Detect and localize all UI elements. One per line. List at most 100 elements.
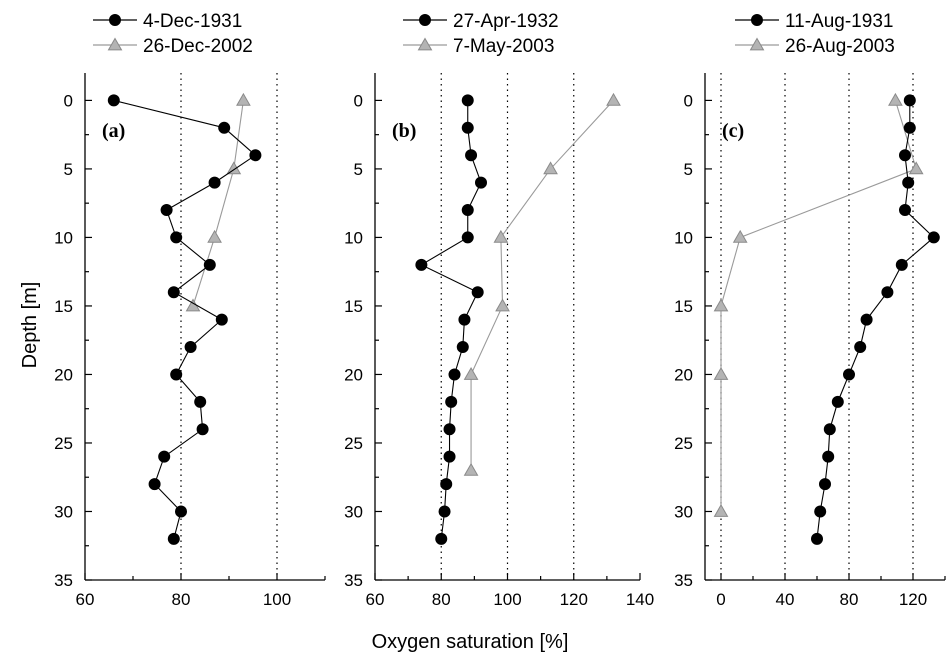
x-tick-label: 80 (172, 590, 191, 609)
series-26-Aug-2003 (713, 92, 924, 517)
series-7-May-2003 (463, 92, 621, 476)
legend-entry: 11-Aug-1931 (735, 11, 893, 32)
data-point (443, 423, 456, 436)
y-tick-label: 35 (54, 571, 73, 590)
data-point (458, 313, 471, 326)
panel-c: 0 5 10 15 20 25 30 35 0 40 80 120 (c) 11-Aug-1931 26-A… (674, 11, 946, 609)
data-point (881, 286, 894, 299)
data-point (184, 341, 197, 354)
data-point (167, 532, 180, 545)
data-point (167, 286, 180, 299)
data-point (196, 423, 209, 436)
data-point (823, 423, 836, 436)
y-axis-title: Depth [m] (19, 282, 41, 369)
data-point (899, 149, 911, 162)
data-point (435, 532, 448, 545)
data-point (895, 258, 908, 271)
data-point (461, 204, 474, 217)
data-point (148, 478, 161, 491)
data-point (860, 313, 873, 326)
x-tick-label: 60 (366, 590, 385, 609)
data-point (461, 94, 474, 107)
data-point (713, 366, 729, 380)
data-point (107, 94, 120, 107)
data-point (903, 94, 916, 107)
data-point (899, 204, 911, 217)
legend-marker (419, 14, 431, 26)
y-tick-label: 0 (64, 91, 73, 110)
y-tick-label: 30 (54, 502, 73, 521)
data-point (831, 395, 844, 408)
data-point (903, 121, 916, 134)
data-point (463, 462, 479, 476)
data-point (475, 176, 487, 189)
x-tick-label: 140 (626, 590, 654, 609)
data-point (819, 478, 831, 491)
legend-label: 27-Apr-1932 (453, 11, 559, 32)
data-point (465, 149, 478, 162)
y-tick-label: 20 (344, 365, 363, 384)
panel-label: (b) (392, 120, 416, 142)
x-axis-title: Oxygen saturation [%] (372, 631, 569, 653)
panel-label: (a) (102, 120, 125, 142)
data-point (713, 298, 729, 312)
x-tick-label: 0 (716, 590, 725, 609)
data-point (902, 176, 915, 189)
y-tick-label: 0 (354, 91, 363, 110)
x-tick-label: 100 (263, 590, 291, 609)
y-tick-label: 5 (64, 160, 73, 179)
y-tick-label: 10 (54, 228, 73, 247)
data-point (471, 286, 484, 299)
data-point (822, 450, 835, 463)
data-point (456, 341, 469, 354)
y-tick-label: 30 (674, 502, 693, 521)
legend-label: 4-Dec-1931 (143, 11, 242, 32)
data-point (606, 92, 621, 106)
series-11-Aug-1931 (811, 94, 940, 545)
legend-entry: 26-Dec-2002 (93, 36, 253, 57)
data-point (170, 368, 183, 381)
y-tick-label: 25 (54, 434, 73, 453)
data-point (448, 368, 461, 381)
y-tick-label: 0 (684, 91, 693, 110)
data-point (854, 341, 867, 354)
legend-label: 11-Aug-1931 (785, 11, 893, 32)
data-point (175, 505, 187, 518)
data-point (440, 478, 453, 491)
legend-marker (749, 37, 765, 51)
y-tick-label: 30 (344, 502, 363, 521)
data-point (236, 92, 251, 106)
data-point (908, 161, 924, 175)
series-line (470, 100, 614, 471)
data-point (493, 229, 509, 243)
series-26-Dec-2002 (185, 92, 251, 312)
data-point (249, 149, 262, 162)
data-point (811, 532, 823, 545)
series-27-Apr-1932 (415, 94, 487, 545)
data-point (170, 231, 183, 244)
series-line (720, 100, 917, 512)
x-tick-label: 60 (76, 590, 95, 609)
y-tick-label: 35 (674, 571, 693, 590)
legend-entry: 27-Apr-1932 (403, 11, 559, 32)
x-tick-label: 40 (776, 590, 795, 609)
legend-marker (751, 14, 763, 26)
data-point (927, 231, 940, 244)
y-tick-label: 15 (344, 297, 363, 316)
data-point (461, 231, 474, 244)
data-point (495, 298, 510, 312)
data-point (443, 450, 456, 463)
data-point (463, 366, 479, 380)
legend-marker (417, 37, 433, 51)
y-tick-label: 35 (344, 571, 363, 590)
y-tick-label: 20 (54, 365, 73, 384)
data-point (194, 395, 207, 408)
data-point (461, 121, 474, 134)
data-point (215, 313, 228, 326)
data-point (713, 503, 729, 517)
series-4-Dec-1931 (107, 94, 262, 545)
data-point (203, 258, 216, 271)
data-point (226, 161, 242, 175)
